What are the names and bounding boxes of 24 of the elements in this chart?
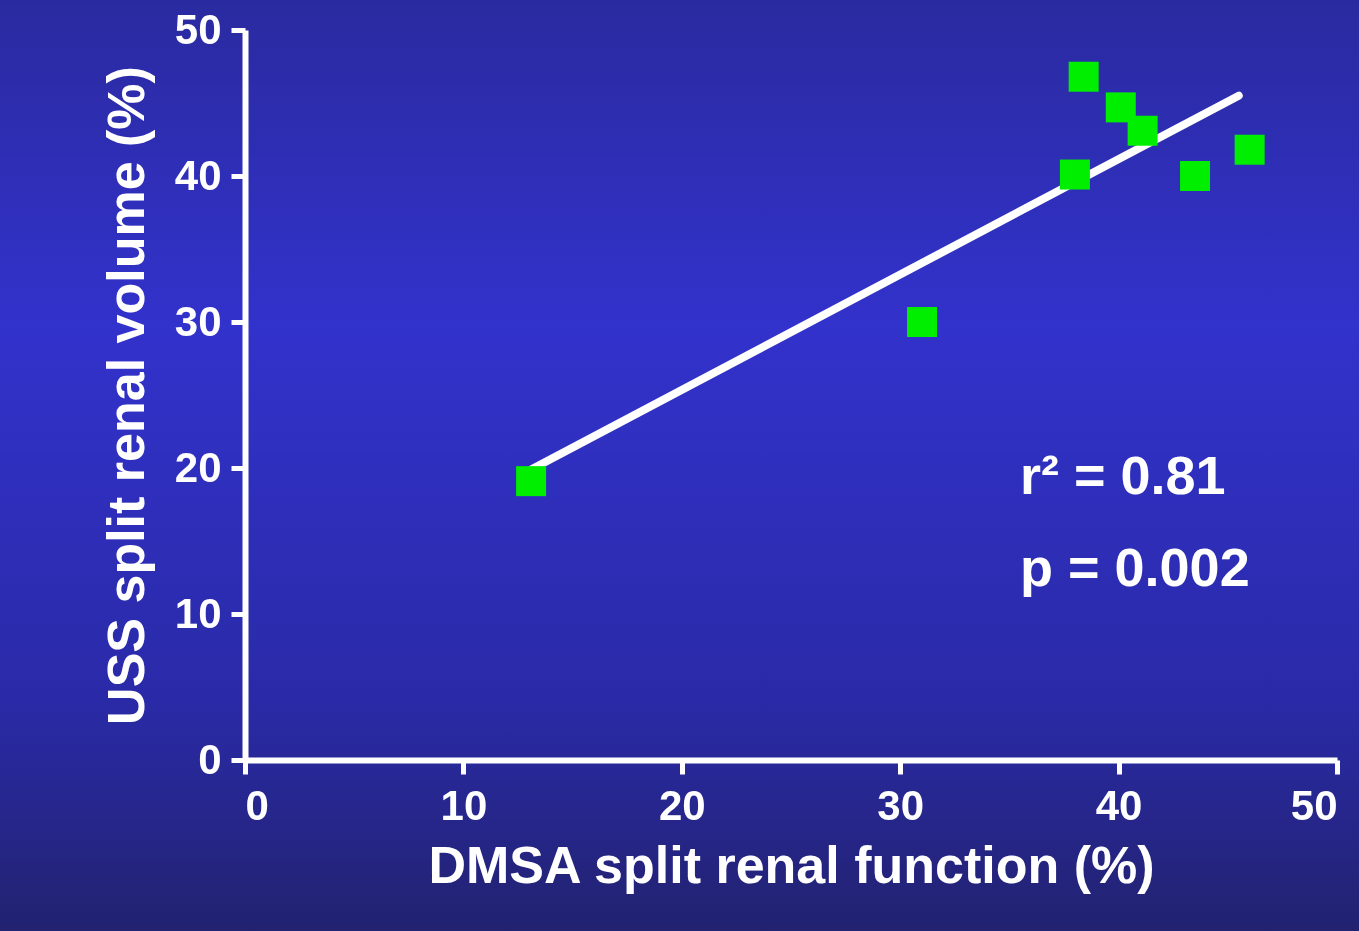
x-tick-label: 30 (877, 781, 925, 829)
point (1059, 159, 1090, 190)
point (907, 307, 938, 337)
point (1068, 61, 1099, 92)
x-tick-label: 40 (1095, 781, 1143, 829)
point (1180, 161, 1211, 191)
y-tick-label: 40 (174, 151, 222, 199)
x-tick-label: 50 (1290, 781, 1338, 829)
point (1234, 134, 1265, 165)
point (516, 466, 547, 497)
y-axis-title: USS split renal volume (%) (96, 66, 155, 725)
y-tick-label: 0 (198, 735, 222, 783)
x-tick-label: 20 (658, 781, 706, 829)
point (1127, 115, 1158, 146)
y-tick-label: 20 (174, 443, 222, 491)
x-tick-label: 0 (245, 781, 269, 829)
y-tick-label: 10 (174, 589, 222, 637)
x-tick-label: 10 (440, 781, 488, 829)
y-tick-label: 50 (174, 5, 222, 53)
y-tick-label: 30 (174, 297, 222, 345)
annotation: p = 0.002 (1020, 537, 1250, 597)
annotation: r² = 0.81 (1020, 445, 1226, 505)
x-axis-title: DMSA split renal function (%) (428, 835, 1155, 894)
point (1105, 92, 1136, 123)
